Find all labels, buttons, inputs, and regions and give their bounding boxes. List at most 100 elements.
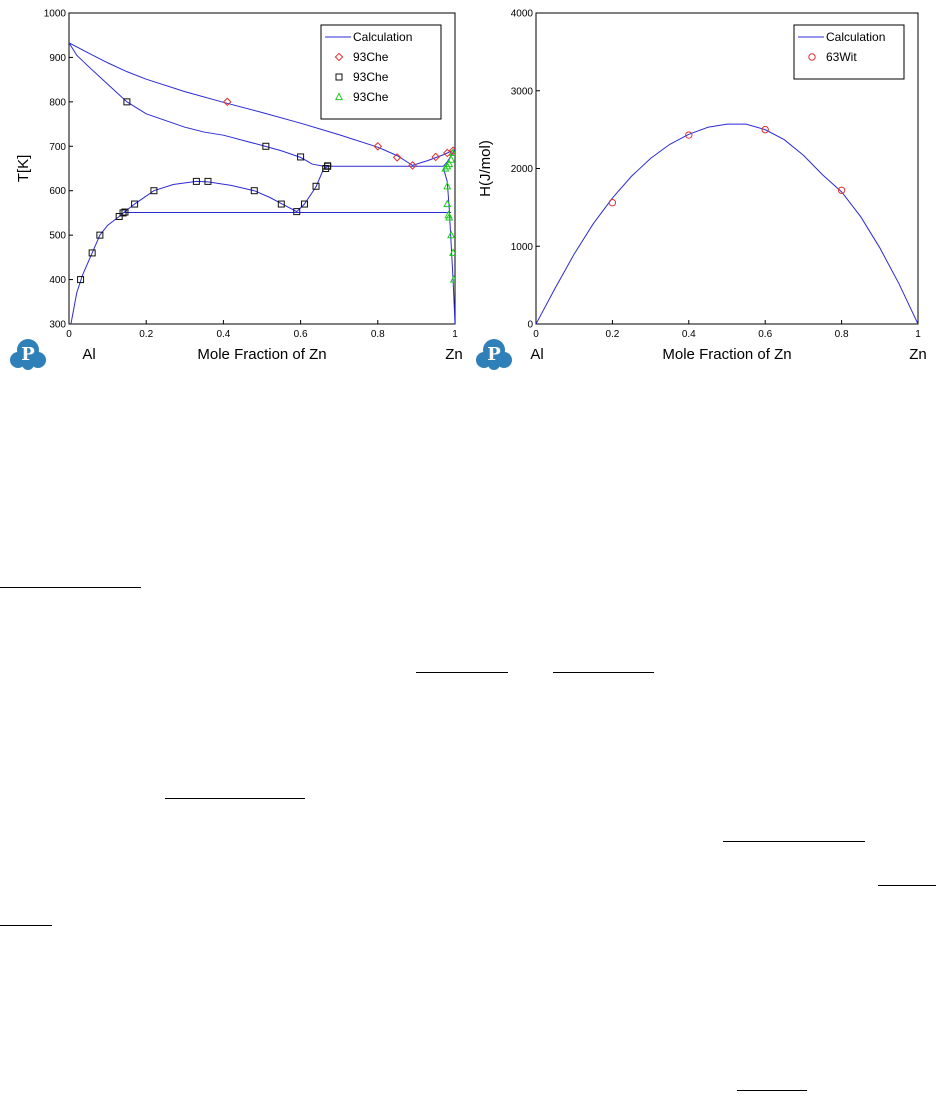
y-tick-label: 300 bbox=[49, 320, 66, 331]
data-point-triangle bbox=[445, 212, 454, 221]
data-point-square bbox=[300, 200, 308, 208]
x-axis-label: Mole Fraction of Zn bbox=[662, 346, 791, 363]
y-axis-label: H(J/mol) bbox=[477, 140, 494, 197]
legend-square-swatch bbox=[335, 73, 343, 81]
data-point-diamond bbox=[222, 97, 232, 107]
logo-letter: P bbox=[21, 344, 35, 365]
data-point-square bbox=[119, 209, 127, 217]
legend-label: Calculation bbox=[353, 30, 412, 44]
x-tick-label: 0.2 bbox=[605, 329, 619, 340]
data-point-diamond bbox=[448, 146, 455, 156]
x-tick-label: 0.4 bbox=[216, 329, 230, 340]
y-tick-label: 3000 bbox=[511, 86, 534, 97]
data-point-triangle bbox=[443, 199, 452, 208]
y-tick-label: 1000 bbox=[511, 242, 534, 253]
underline-stroke bbox=[416, 672, 508, 673]
legend-label: 93Che bbox=[353, 70, 389, 84]
data-point-triangle bbox=[447, 230, 455, 239]
data-point-diamond bbox=[442, 148, 452, 158]
x-tick-label: 1 bbox=[452, 329, 458, 340]
data-point-circle bbox=[837, 186, 846, 194]
underline-stroke bbox=[165, 798, 305, 799]
data-point-circle bbox=[761, 125, 769, 134]
data-point-diamond bbox=[431, 152, 441, 162]
x-tick-label: 0 bbox=[66, 329, 72, 340]
calculation-line bbox=[70, 164, 332, 324]
chart-2: 0 1000 2000 3000 4000 0 0.2 0.4 0.6 0.8 1 H(J/mol) M… bbox=[477, 9, 927, 364]
y-tick-label: 800 bbox=[49, 97, 66, 108]
legend-label: 93Che bbox=[353, 90, 389, 104]
x-axis-left-element: Al bbox=[530, 346, 543, 363]
data-point-triangle bbox=[449, 148, 455, 157]
x-axis-left-element: Al bbox=[82, 346, 95, 363]
plot-area bbox=[69, 42, 455, 324]
y-tick-label: 1000 bbox=[44, 9, 67, 20]
data-point-square bbox=[96, 231, 104, 239]
chart-1: 300 400 500 600 700 800 900 1000 0 0.2 0.4 0.6 0.8 1 T… bbox=[15, 9, 463, 364]
x-tick-label: 0.2 bbox=[139, 329, 153, 340]
data-point-triangle bbox=[443, 161, 452, 170]
logo-blob-bottom bbox=[488, 358, 500, 370]
legend-diamond-swatch bbox=[334, 52, 344, 62]
data-point-square bbox=[277, 200, 285, 208]
data-point-square bbox=[204, 177, 212, 185]
data-point-square bbox=[293, 208, 301, 216]
underline-stroke bbox=[553, 672, 654, 673]
data-point-triangle bbox=[441, 163, 450, 172]
pandat-logo-icon: P bbox=[10, 339, 46, 370]
data-point-square bbox=[123, 98, 131, 106]
x-tick-label: 1 bbox=[915, 329, 921, 340]
legend-label: 93Che bbox=[353, 50, 389, 64]
pandat-logo-icon: P bbox=[476, 339, 512, 370]
underline-stroke bbox=[878, 885, 936, 886]
y-tick-label: 500 bbox=[49, 231, 66, 242]
legend-triangle-swatch bbox=[334, 92, 344, 101]
legend: Calculation 93Che 93Che 93Che bbox=[320, 24, 442, 120]
x-tick-label: 0.6 bbox=[758, 329, 772, 340]
legend-label: 63Wit bbox=[826, 50, 857, 64]
underline-stroke bbox=[0, 587, 141, 588]
data-point-square bbox=[262, 142, 270, 150]
y-axis-label: T[K] bbox=[15, 155, 32, 183]
data-point-circle bbox=[685, 131, 693, 139]
data-point-diamond bbox=[373, 141, 383, 151]
logo-blob-top bbox=[483, 339, 505, 361]
data-point-square bbox=[297, 153, 305, 161]
y-tick-label: 400 bbox=[49, 275, 66, 286]
data-point-triangle bbox=[447, 155, 455, 163]
data-point-diamond bbox=[408, 161, 417, 170]
legend: Calculation 63Wit bbox=[793, 24, 905, 80]
data-point-square bbox=[322, 165, 330, 172]
data-point-square bbox=[192, 177, 200, 185]
y-tick-label: 600 bbox=[49, 186, 66, 197]
x-tick-label: 0.8 bbox=[835, 329, 849, 340]
data-point-circle bbox=[608, 199, 617, 207]
y-tick-label: 2000 bbox=[511, 164, 534, 175]
data-point-square bbox=[131, 200, 139, 208]
legend-box bbox=[320, 24, 442, 120]
underline-stroke bbox=[737, 1090, 807, 1091]
x-axis-right-element: Zn bbox=[445, 346, 463, 363]
data-point-square bbox=[121, 208, 129, 216]
underline-stroke bbox=[0, 925, 52, 926]
data-point-square bbox=[312, 182, 320, 190]
x-tick-label: 0.8 bbox=[371, 329, 385, 340]
underline-stroke bbox=[723, 841, 865, 842]
data-point-triangle bbox=[449, 274, 455, 283]
y-tick-label: 0 bbox=[527, 320, 533, 331]
data-point-square bbox=[88, 249, 96, 257]
plot-area bbox=[536, 123, 918, 324]
data-point-triangle bbox=[449, 248, 455, 257]
data-point-square bbox=[115, 212, 123, 220]
calculation-line bbox=[536, 123, 918, 324]
data-point-diamond bbox=[392, 153, 402, 162]
data-point-square bbox=[150, 187, 158, 195]
legend-label: Calculation bbox=[826, 30, 885, 44]
data-point-triangle bbox=[443, 181, 452, 190]
x-axis-label: Mole Fraction of Zn bbox=[197, 346, 326, 363]
calculation-line bbox=[69, 42, 455, 166]
y-tick-label: 700 bbox=[49, 142, 66, 153]
y-tick-label: 900 bbox=[49, 53, 66, 64]
y-tick-label: 4000 bbox=[511, 9, 534, 20]
